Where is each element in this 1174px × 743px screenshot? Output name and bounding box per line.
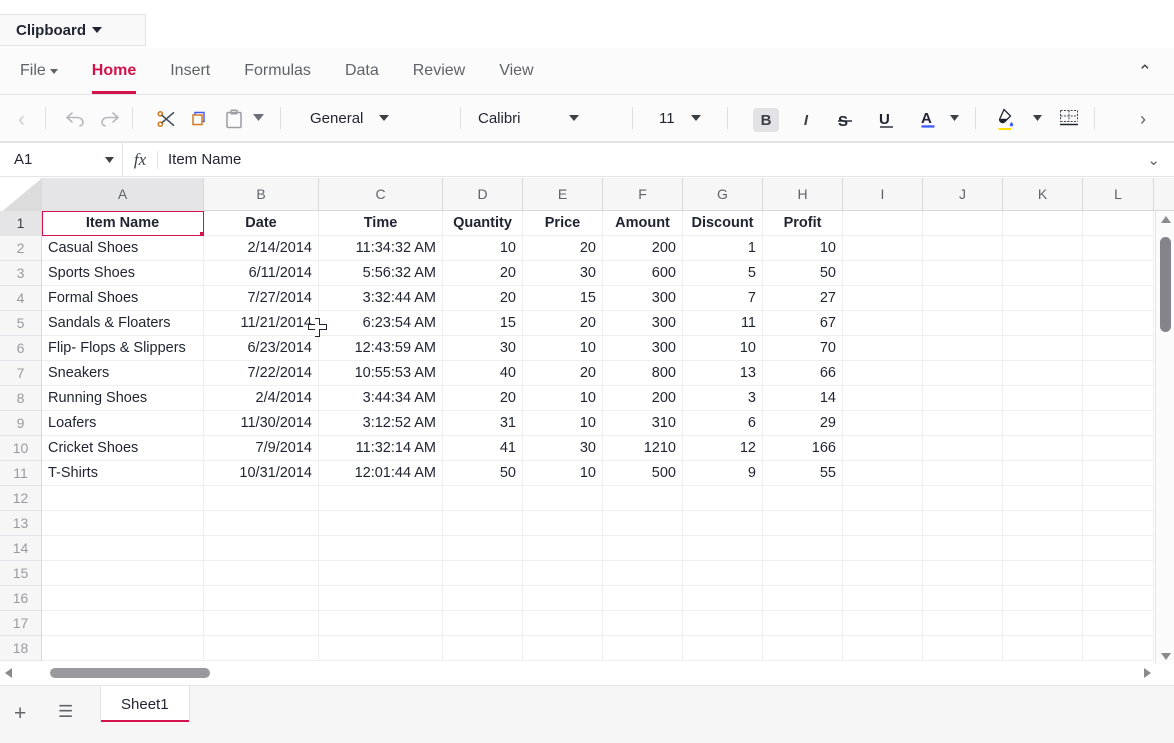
svg-text:A: A [921, 110, 932, 127]
svg-text:U: U [879, 111, 890, 128]
